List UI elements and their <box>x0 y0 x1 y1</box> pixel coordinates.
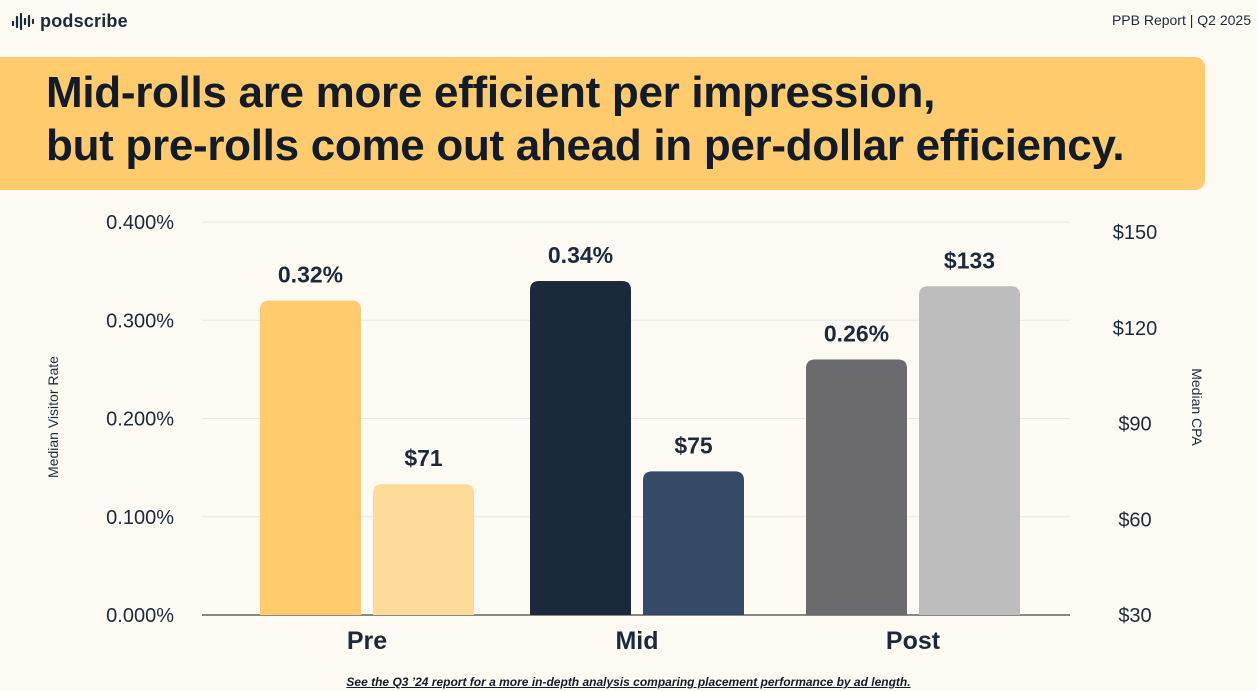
brand-name: podscribe <box>40 10 128 31</box>
y-right-tick-label: $90 <box>1118 414 1151 436</box>
x-category-label: Mid <box>615 627 658 655</box>
bar-mid-cpa <box>643 471 744 615</box>
footnote: See the Q3 ’24 report for a more in-dept… <box>346 675 911 689</box>
brand-logo: podscribe <box>12 9 128 33</box>
headline: Mid-rolls are more efficient per impress… <box>46 66 1125 172</box>
y-left-axis-title: Median Visitor Rate <box>45 356 61 478</box>
y-left-tick-label: 0.300% <box>106 310 174 332</box>
y-right-tick-label: $150 <box>1113 222 1158 244</box>
y-left-tick-label: 0.100% <box>106 507 174 529</box>
headline-banner <box>0 57 1205 190</box>
y-right-axis-title: Median CPA <box>1189 368 1205 446</box>
bar-pre-visitor-rate <box>260 300 361 615</box>
waveform-icon <box>12 12 34 31</box>
data-label: $75 <box>674 432 713 458</box>
y-left-tick-label: 0.400% <box>106 212 174 234</box>
bar-post-visitor-rate <box>806 359 907 615</box>
report-label: PPB Report | Q2 2025 <box>1111 12 1251 28</box>
data-label: $133 <box>944 247 995 273</box>
data-label: 0.26% <box>824 321 889 347</box>
y-left-tick-label: 0.000% <box>106 605 174 627</box>
data-label: 0.32% <box>278 262 343 288</box>
headline-line-2: but pre-rolls come out ahead in per-doll… <box>46 121 1125 170</box>
y-left-tick-label: 0.200% <box>106 409 174 431</box>
data-label: $71 <box>404 445 443 471</box>
bar-post-cpa <box>919 286 1020 615</box>
headline-line-1: Mid-rolls are more efficient per impress… <box>46 68 936 117</box>
bar-pre-cpa <box>373 484 474 615</box>
y-right-tick-label: $120 <box>1113 318 1158 340</box>
y-right-tick-label: $60 <box>1118 509 1151 531</box>
data-label: 0.34% <box>548 242 613 268</box>
x-category-label: Pre <box>347 627 387 655</box>
bar-mid-visitor-rate <box>530 280 631 615</box>
x-category-label: Post <box>886 627 941 655</box>
y-right-tick-label: $30 <box>1118 605 1151 627</box>
